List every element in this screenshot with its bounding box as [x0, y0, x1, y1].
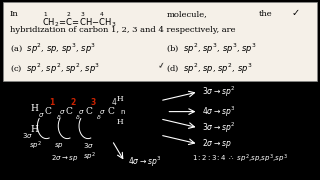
Text: $\checkmark$: $\checkmark$ [291, 7, 300, 17]
Text: $sp$: $sp$ [54, 141, 64, 150]
Text: $\delta$: $\delta$ [56, 113, 61, 121]
Text: $3\sigma$: $3\sigma$ [22, 130, 34, 140]
Text: $2\sigma \rightarrow sp$: $2\sigma \rightarrow sp$ [51, 153, 78, 163]
Text: C: C [86, 107, 92, 116]
Text: 2: 2 [70, 98, 76, 107]
Text: $2\sigma \rightarrow sp$: $2\sigma \rightarrow sp$ [202, 138, 231, 150]
FancyBboxPatch shape [3, 2, 317, 81]
Text: In: In [10, 10, 18, 18]
Text: the: the [259, 10, 273, 18]
Text: 4: 4 [112, 98, 117, 107]
Text: $4\sigma \rightarrow sp^3$: $4\sigma \rightarrow sp^3$ [202, 104, 235, 119]
Text: $3\sigma \rightarrow sp^2$: $3\sigma \rightarrow sp^2$ [202, 121, 235, 135]
Text: H: H [117, 95, 124, 103]
Text: $\sigma$: $\sigma$ [38, 111, 45, 119]
Text: H: H [117, 118, 124, 126]
Text: $\overset{1}{\mathrm{C}}\mathrm{H}_2\!=\!\overset{2}{\mathrm{C}}\!=\!\overset{3}: $\overset{1}{\mathrm{C}}\mathrm{H}_2\!=\… [42, 10, 116, 29]
Text: C: C [45, 107, 52, 116]
Text: $\sigma$: $\sigma$ [78, 108, 85, 116]
Text: 3: 3 [91, 98, 96, 107]
Text: $\checkmark$: $\checkmark$ [157, 60, 166, 71]
Text: $\delta$: $\delta$ [96, 113, 101, 121]
Text: $4\sigma \rightarrow sp^3$: $4\sigma \rightarrow sp^3$ [128, 155, 161, 169]
Text: $sp^2$: $sp^2$ [83, 150, 96, 163]
Text: $3\sigma$: $3\sigma$ [83, 141, 94, 150]
Text: (a)  $sp^2$, $sp$, $sp^3$, $sp^3$: (a) $sp^2$, $sp$, $sp^3$, $sp^3$ [10, 41, 96, 56]
Text: $\delta$: $\delta$ [75, 113, 81, 121]
Text: $1:2:3:4$ $\therefore$ $sp^2$,$sp$,$sp^3$,$sp^3$: $1:2:3:4$ $\therefore$ $sp^2$,$sp$,$sp^3… [192, 152, 288, 165]
Text: $3\sigma \rightarrow sp^2$: $3\sigma \rightarrow sp^2$ [202, 85, 235, 99]
Text: $sp^2$: $sp^2$ [29, 140, 42, 152]
Text: H: H [30, 125, 38, 134]
Text: (d)  $sp^2$, $sp$, $sp^2$, $sp^3$: (d) $sp^2$, $sp$, $sp^2$, $sp^3$ [166, 61, 253, 76]
Text: (b)  $sp^2$, $sp^3$, $sp^3$, $sp^3$: (b) $sp^2$, $sp^3$, $sp^3$, $sp^3$ [166, 41, 257, 56]
Text: H: H [30, 103, 38, 112]
Text: $\sigma$: $\sigma$ [59, 108, 66, 116]
Text: $\sigma$: $\sigma$ [99, 108, 106, 116]
Text: C: C [107, 107, 114, 116]
Text: (c)  $sp^2$, $sp^2$, $sp^2$, $sp^3$: (c) $sp^2$, $sp^2$, $sp^2$, $sp^3$ [10, 61, 100, 76]
Text: 1: 1 [50, 98, 55, 107]
Text: hybridization of carbon 1, 2, 3 and 4 respectively, are: hybridization of carbon 1, 2, 3 and 4 re… [10, 26, 235, 34]
Text: C: C [66, 107, 72, 116]
Text: molecule,: molecule, [166, 10, 207, 18]
Text: n: n [120, 109, 124, 115]
